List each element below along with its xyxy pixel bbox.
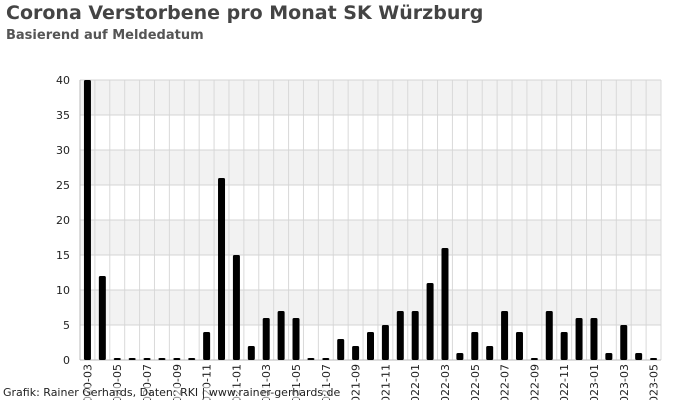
y-tick-label: 10 <box>56 284 70 297</box>
bar <box>486 346 494 360</box>
bar <box>232 255 240 360</box>
bar <box>113 358 121 360</box>
bar <box>456 353 464 360</box>
chart-subtitle: Basierend auf Meldedatum <box>6 28 204 43</box>
y-tick-label: 20 <box>56 214 70 227</box>
bar <box>396 311 404 360</box>
bar <box>83 80 91 360</box>
x-tick-label: 2022-07 <box>499 364 512 400</box>
bar <box>307 358 315 360</box>
bar <box>530 358 538 360</box>
bar <box>650 358 658 360</box>
bar <box>545 311 553 360</box>
bar <box>292 318 300 360</box>
bar <box>98 276 106 360</box>
chart-title: Corona Verstorbene pro Monat SK Würzburg <box>6 2 484 24</box>
y-tick-label: 30 <box>56 144 70 157</box>
x-tick-label: 2023-03 <box>618 364 631 400</box>
y-tick-label: 0 <box>63 354 70 367</box>
bar <box>277 311 285 360</box>
bar <box>605 353 613 360</box>
y-tick-label: 5 <box>63 319 70 332</box>
grid-band <box>80 115 661 150</box>
bar <box>143 358 151 360</box>
x-tick-label: 2021-11 <box>379 364 392 400</box>
x-tick-label: 2021-09 <box>350 364 363 400</box>
bar <box>322 358 330 360</box>
bar <box>620 325 628 360</box>
x-tick-label: 2022-09 <box>528 364 541 400</box>
x-tick-label: 2023-05 <box>648 364 661 400</box>
bar <box>352 346 360 360</box>
x-tick-label: 2022-05 <box>469 364 482 400</box>
bar <box>218 178 226 360</box>
bar <box>128 358 136 360</box>
x-tick-label: 2022-11 <box>558 364 571 400</box>
grid-band <box>80 185 661 220</box>
bar <box>173 358 181 360</box>
bar <box>471 332 479 360</box>
bar <box>367 332 374 360</box>
bar <box>411 311 419 360</box>
bar <box>337 339 345 360</box>
bar <box>203 332 211 360</box>
bar <box>441 248 449 360</box>
grid-band <box>80 220 661 255</box>
grid-band <box>80 290 661 325</box>
x-tick-label: 2022-01 <box>409 364 422 400</box>
y-tick-label: 15 <box>56 249 70 262</box>
source-credit: Grafik: Rainer Gerhards, Daten: RKI | ww… <box>3 386 341 399</box>
x-tick-label: 2023-01 <box>588 364 601 400</box>
bar <box>560 332 568 360</box>
y-tick-label: 25 <box>56 179 70 192</box>
bar <box>381 325 389 360</box>
bar <box>262 318 270 360</box>
bar <box>575 318 583 360</box>
grid-band <box>80 255 661 290</box>
y-tick-label: 35 <box>56 109 70 122</box>
grid-band <box>80 80 661 115</box>
bar <box>158 358 166 360</box>
bar <box>501 311 509 360</box>
bar <box>247 346 255 360</box>
bar <box>635 353 643 360</box>
x-tick-label: 2022-03 <box>439 364 452 400</box>
bar <box>590 318 598 360</box>
bar <box>188 358 196 360</box>
grid-band <box>80 150 661 185</box>
bar <box>515 332 523 360</box>
bar <box>426 283 434 360</box>
y-tick-label: 40 <box>56 74 70 87</box>
